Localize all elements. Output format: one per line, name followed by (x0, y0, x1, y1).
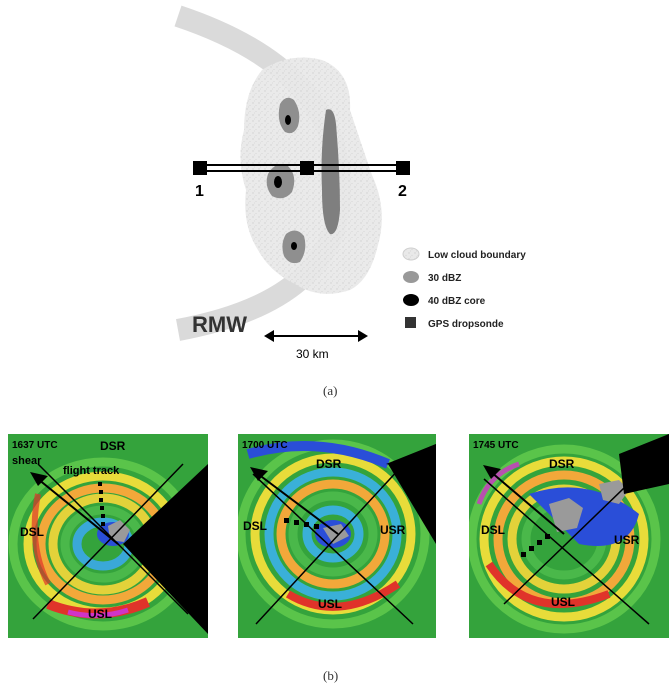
scale-label: 30 km (296, 347, 329, 361)
panel2-time: 1700 UTC (242, 440, 288, 451)
panel3-dsl: DSL (481, 523, 505, 537)
rmw-label: RMW (192, 312, 247, 337)
legend-40dbz: 40 dBZ core (428, 296, 486, 307)
panel1-usl: USL (88, 607, 112, 621)
dropsonde-marker (193, 161, 207, 175)
radar-panel-1700: 1700 UTC DSR DSL USR USL (238, 434, 436, 638)
panel3-usr: USR (614, 533, 640, 547)
panel2-usl: USL (318, 597, 342, 611)
storm-schematic: 1 2 RMW 30 km Low cloud boundary 30 dBZ … (174, 5, 526, 361)
30dbz-swatch (403, 271, 419, 283)
panel2-dsr: DSR (316, 457, 342, 471)
40dbz-core (291, 242, 297, 250)
shear-arrow (37, 478, 119, 545)
legend-30dbz: 30 dBZ (428, 273, 461, 284)
40dbz-core (274, 176, 282, 188)
point-2-label: 2 (398, 183, 407, 200)
panel1-time: 1637 UTC (12, 440, 58, 451)
caption-b: (b) (323, 668, 339, 683)
panel2-usr: USR (380, 523, 406, 537)
caption-a: (a) (323, 383, 338, 398)
dropsonde-square (405, 317, 416, 328)
dropsonde-marker (300, 161, 314, 175)
panel1-dsl: DSL (20, 525, 44, 539)
40dbz-swatch (403, 294, 419, 306)
legend-dropsonde: GPS dropsonde (428, 319, 504, 330)
panel1-flight-track: flight track (63, 465, 120, 477)
low-cloud-region (240, 57, 382, 294)
shear-arrowhead-icon (250, 467, 268, 481)
scale-arrow-left (264, 330, 274, 342)
dropsonde-marker (396, 161, 410, 175)
panel1-shear: shear (12, 455, 42, 467)
scale-arrow-right (358, 330, 368, 342)
panel3-usl: USL (551, 595, 575, 609)
legend-low-cloud: Low cloud boundary (428, 250, 526, 261)
radar-panel-1745: 1745 UTC DSR DSL USR USL (469, 434, 669, 638)
panel1-dsr: DSR (100, 439, 126, 453)
panel3-time: 1745 UTC (473, 440, 519, 451)
point-1-label: 1 (195, 183, 204, 200)
panel3-dsr: DSR (549, 457, 575, 471)
shear-arrowhead-icon (30, 472, 48, 486)
low-cloud-swatch (402, 247, 420, 261)
radar-panel-1637: 1637 UTC shear flight track DSR DSL USL (8, 434, 208, 638)
shear-arrowhead-icon (483, 465, 501, 479)
panel2-dsl: DSL (243, 519, 267, 533)
40dbz-core (285, 115, 291, 125)
